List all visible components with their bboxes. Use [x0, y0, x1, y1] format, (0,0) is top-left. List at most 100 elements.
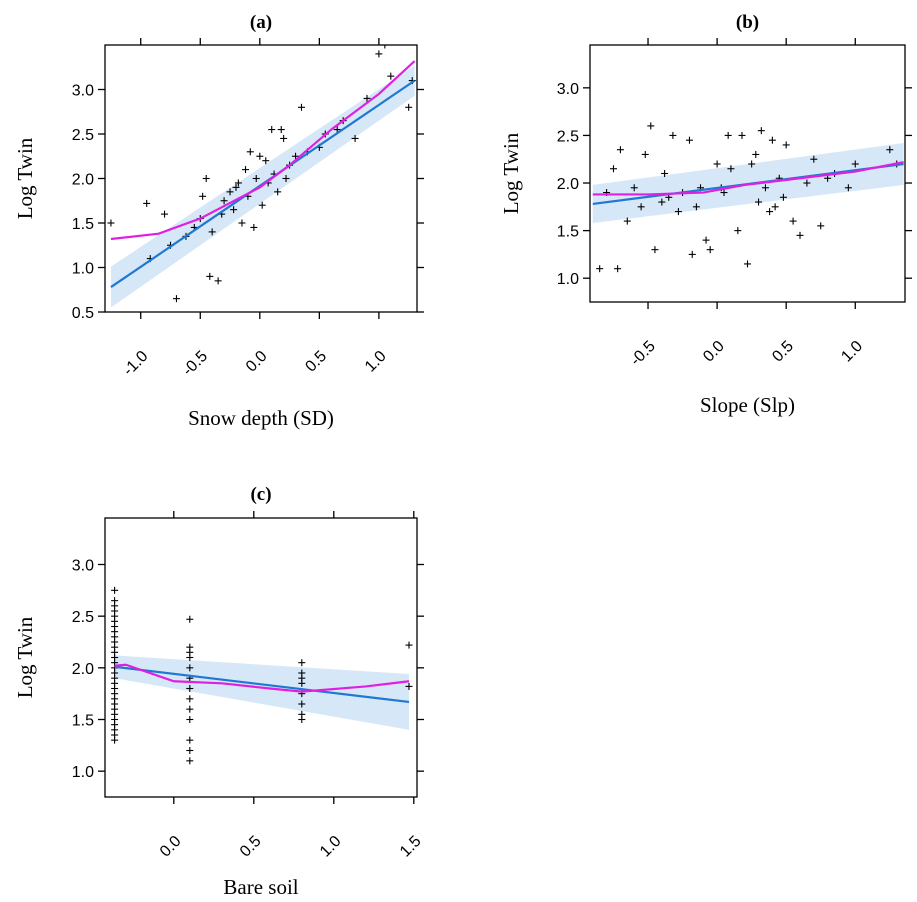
- panel-title: (a): [250, 12, 272, 33]
- data-point: [669, 131, 677, 139]
- data-point: [111, 736, 119, 744]
- data-point: [208, 228, 216, 236]
- data-point: [713, 160, 721, 168]
- data-point: [647, 122, 655, 130]
- panel-title: (c): [250, 484, 271, 505]
- data-point: [752, 150, 760, 158]
- data-point: [720, 189, 728, 197]
- data-point: [186, 736, 194, 744]
- smoother-line: [114, 663, 410, 693]
- data-point: [297, 103, 305, 111]
- x-tick-label: -0.5: [180, 348, 212, 380]
- y-tick-label: 2.5: [72, 609, 94, 626]
- y-axis-label: Log Twin: [13, 137, 37, 219]
- x-tick-label: 0.5: [769, 338, 797, 366]
- data-point: [766, 208, 774, 216]
- data-point: [274, 188, 282, 196]
- y-tick-label: 1.0: [72, 764, 94, 781]
- data-point: [298, 716, 306, 723]
- data-point: [256, 152, 264, 160]
- smoother-line: [110, 60, 416, 241]
- data-point: [702, 236, 710, 244]
- y-tick-label: 2.0: [557, 176, 579, 193]
- data-point: [623, 217, 631, 225]
- data-point: [609, 165, 617, 173]
- data-point: [282, 175, 290, 182]
- data-point: [614, 265, 622, 273]
- data-point: [250, 223, 258, 231]
- y-tick-label: 2.0: [72, 661, 94, 678]
- y-axis-label: Log Twin: [13, 616, 37, 698]
- data-point: [616, 146, 624, 154]
- data-point: [202, 175, 210, 182]
- chart-panel-3: 1.0 1.5 2.0 2.5 3.0 0.0 0.5 1.0 1.5 (c) Bare soil L…: [13, 484, 425, 899]
- data-point: [111, 586, 119, 594]
- x-tick-label: 1.5: [397, 833, 425, 861]
- data-point: [186, 654, 194, 661]
- data-point: [206, 272, 214, 280]
- data-point: [688, 250, 696, 258]
- data-point: [186, 757, 194, 765]
- data-point: [107, 219, 115, 227]
- data-point: [796, 231, 804, 239]
- plot-area: [111, 586, 413, 765]
- data-point: [661, 170, 669, 177]
- data-point: [246, 148, 254, 156]
- data-point: [724, 131, 732, 139]
- plot-frame: [589, 44, 906, 303]
- x-tick-label: 0.0: [157, 833, 185, 861]
- data-point: [757, 127, 765, 135]
- data-point: [363, 94, 371, 102]
- plot-area: [592, 122, 904, 273]
- data-point: [232, 183, 240, 191]
- x-tick-label: 0.5: [237, 833, 265, 861]
- data-point: [230, 206, 238, 214]
- data-point: [405, 682, 413, 690]
- data-point: [387, 72, 395, 80]
- x-tick-label: -1.0: [120, 348, 152, 380]
- data-point: [234, 179, 242, 187]
- data-point: [186, 664, 194, 672]
- y-tick-label: 3.0: [557, 81, 579, 98]
- confidence-band: [114, 655, 409, 730]
- data-point: [186, 615, 194, 623]
- x-tick-label: 0.5: [302, 348, 330, 376]
- data-point: [738, 131, 746, 139]
- data-point: [755, 198, 763, 206]
- data-point: [637, 203, 645, 211]
- data-point: [748, 160, 756, 168]
- x-tick-label: 0.0: [700, 338, 728, 366]
- data-point: [220, 197, 228, 205]
- data-point: [685, 136, 693, 144]
- chart-panel-1: 0.5 1.0 1.5 2.0 2.5 3.0 -1.0 -0.5 0.0 0.5 1.0 (a) Sn…: [13, 12, 424, 430]
- y-tick-label: 3.0: [72, 83, 94, 100]
- data-point: [277, 126, 285, 134]
- data-point: [779, 193, 787, 201]
- data-point: [161, 210, 169, 218]
- data-point: [734, 227, 742, 235]
- data-point: [405, 103, 413, 111]
- data-point: [375, 50, 383, 58]
- x-tick-label: 1.0: [838, 338, 866, 366]
- panel-title: (b): [736, 12, 759, 33]
- data-point: [172, 295, 180, 303]
- data-point: [238, 219, 246, 227]
- data-point: [803, 179, 811, 187]
- x-tick-label: 1.0: [362, 348, 390, 376]
- data-point: [298, 679, 306, 687]
- data-point: [199, 192, 207, 200]
- data-point: [405, 641, 413, 649]
- plot-area: [107, 45, 416, 308]
- chart-panel-2: 1.0 1.5 2.0 2.5 3.0 -0.5 0.0 0.5 1.0 (b) Slope (Sl…: [499, 12, 912, 417]
- data-point: [186, 695, 194, 703]
- data-point: [226, 188, 234, 196]
- data-point: [258, 201, 266, 209]
- data-point: [844, 184, 852, 192]
- data-point: [641, 150, 649, 158]
- data-point: [381, 45, 389, 49]
- fit-line: [114, 665, 410, 704]
- data-point: [658, 198, 666, 206]
- data-point: [810, 155, 818, 163]
- data-point: [186, 685, 194, 692]
- data-point: [298, 659, 306, 667]
